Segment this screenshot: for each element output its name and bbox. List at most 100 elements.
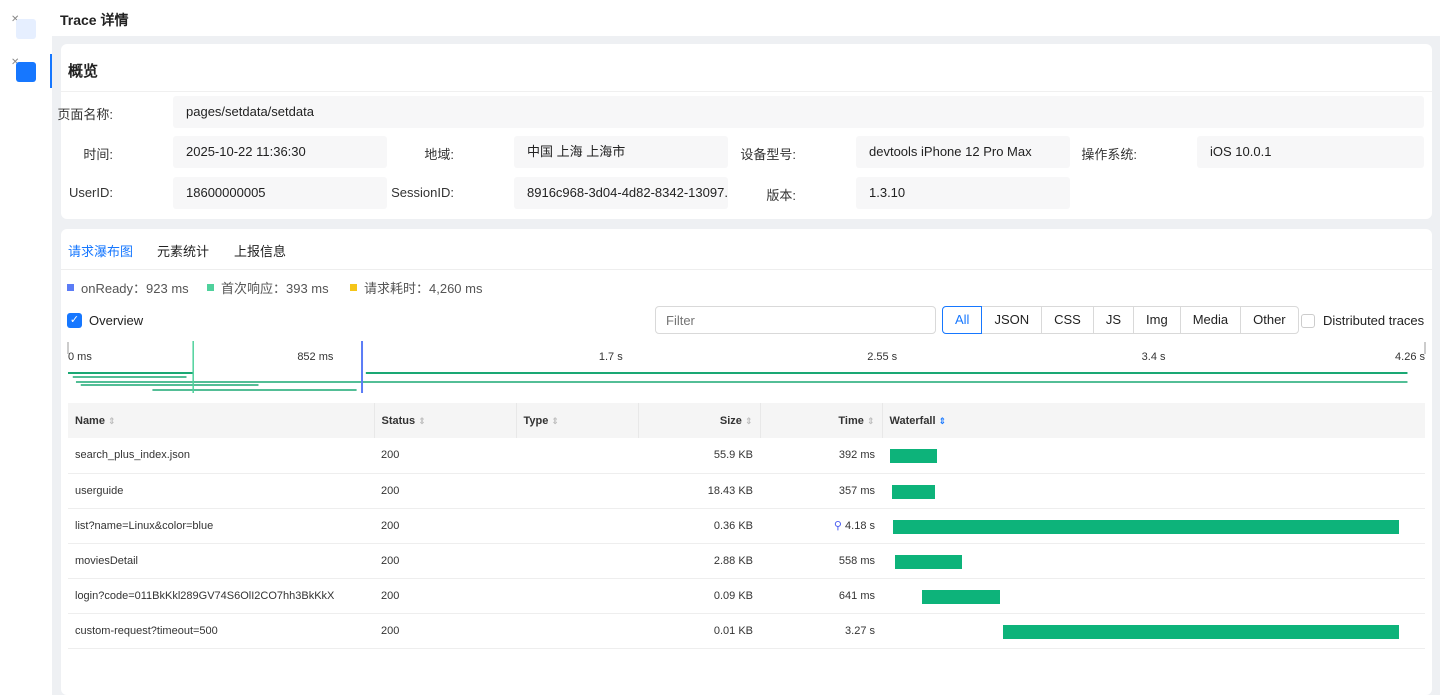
request-status: 200 <box>374 508 516 544</box>
dashboard-icon[interactable] <box>16 19 36 39</box>
request-name[interactable]: search_plus_index.json <box>68 438 374 474</box>
field-label: 操作系统: <box>1081 147 1137 162</box>
distributed-traces-checkbox[interactable]: Distributed traces <box>1301 313 1424 328</box>
request-size: 2.88 KB <box>638 543 760 579</box>
field-value: 18600000005 <box>173 177 387 209</box>
requests-table: Name ⇕ Status ⇕ Type ⇕ Size ⇕ Time ⇕ Waterfal… <box>68 403 1425 649</box>
request-type <box>516 508 638 544</box>
active-indicator <box>50 54 52 88</box>
sort-icon: ⇕ <box>108 415 116 426</box>
request-size: 0.01 KB <box>638 613 760 649</box>
column-type[interactable]: Type ⇕ <box>516 403 639 438</box>
field-label: 地域: <box>424 147 454 162</box>
field-value: iOS 10.0.1 <box>1197 136 1424 168</box>
tab-waterfall[interactable]: 请求瀑布图 <box>68 244 134 259</box>
field-label: SessionID: <box>391 185 454 200</box>
request-type <box>516 473 638 509</box>
waterfall-card: 请求瀑布图 元素统计 上报信息 onReady：923 ms 首次响应：393 … <box>61 229 1432 695</box>
request-time: 4.18 s <box>845 520 875 532</box>
table-row[interactable]: custom-request?timeout=500 200 0.01 KB 3… <box>68 613 1425 649</box>
timeline-tick-label: 852 ms <box>297 351 334 363</box>
table-row[interactable]: userguide 200 18.43 KB 357 ms <box>68 473 1425 509</box>
filter-other[interactable]: Other <box>1240 306 1299 334</box>
column-name[interactable]: Name ⇕ <box>68 403 375 438</box>
column-waterfall[interactable]: Waterfall ⇕ <box>882 403 1425 438</box>
waterfall-bar[interactable] <box>890 449 938 463</box>
request-time: 558 ms <box>838 554 875 567</box>
table-row[interactable]: list?name=Linux&color=blue 200 0.36 KB ⚲… <box>68 508 1425 544</box>
trace-icon[interactable]: ⚲ <box>833 520 846 532</box>
request-time: 357 ms <box>838 484 875 497</box>
field-value: pages/setdata/setdata <box>173 96 1424 128</box>
waterfall-bar[interactable] <box>894 554 963 569</box>
request-name[interactable]: login?code=011BkKkl289GV74S6OlI2CO7hh3Bk… <box>68 578 374 614</box>
close-icon[interactable]: ✕ <box>11 57 20 68</box>
request-status: 200 <box>374 473 516 509</box>
request-time: 392 ms <box>838 449 875 462</box>
timeline-overview: 0 ms 852 ms 1.7 s 2.55 s 3.4 s 4.26 s <box>67 341 1426 393</box>
request-name[interactable]: userguide <box>68 473 374 509</box>
request-name[interactable]: custom-request?timeout=500 <box>68 613 374 649</box>
request-status: 200 <box>374 438 516 474</box>
field-label: 页面名称: <box>57 107 113 122</box>
table-row[interactable]: search_plus_index.json 200 55.9 KB 392 m… <box>68 438 1425 474</box>
timeline-tick-label: 2.55 s <box>867 351 897 363</box>
sort-icon: ⇕ <box>551 415 559 426</box>
field-value: 中国 上海 上海市 <box>514 136 728 168</box>
request-time: 641 ms <box>838 589 875 602</box>
waterfall-bar[interactable] <box>891 484 936 499</box>
request-status: 200 <box>374 613 516 649</box>
field-value: devtools iPhone 12 Pro Max <box>856 136 1070 168</box>
table-row[interactable]: login?code=011BkKkl289GV74S6OlI2CO7hh3Bk… <box>68 578 1425 614</box>
filter-media[interactable]: Media <box>1179 306 1242 334</box>
filter-css[interactable]: CSS <box>1041 306 1094 334</box>
sort-icon: ⇕ <box>418 415 426 426</box>
filter-all[interactable]: All <box>942 306 983 334</box>
overview-card: 概览 页面名称: pages/setdata/setdata 时间: 2025-10-… <box>57 44 1432 219</box>
request-type <box>516 438 638 474</box>
request-name[interactable]: list?name=Linux&color=blue <box>68 508 374 544</box>
overview-checkbox[interactable]: ✓ <box>67 313 82 328</box>
table-row[interactable]: moviesDetail 200 2.88 KB 558 ms <box>68 543 1425 579</box>
sort-icon: ⇕ <box>866 415 875 426</box>
filter-js[interactable]: JS <box>1092 306 1135 334</box>
sidebar: ✕ ✕ <box>0 0 52 695</box>
request-size: 0.36 KB <box>638 508 760 544</box>
field-label: UserID: <box>68 185 113 200</box>
type-filter: All JSON CSS JS Img Media Other <box>942 306 1299 334</box>
overview-label: Overview <box>89 313 144 328</box>
request-size: 0.09 KB <box>638 578 760 614</box>
field-label: 版本: <box>766 188 796 203</box>
field-value: 1.3.10 <box>856 177 1070 209</box>
legend-onready: onReady：923 ms <box>67 278 189 297</box>
page-title: Trace 详情 <box>60 12 129 28</box>
waterfall-bar[interactable] <box>922 589 1000 604</box>
tab-report[interactable]: 上报信息 <box>234 244 287 259</box>
request-type <box>516 578 638 614</box>
timeline-tick-label: 3.4 s <box>1142 351 1166 363</box>
column-size[interactable]: Size ⇕ <box>638 403 761 438</box>
close-icon[interactable]: ✕ <box>11 14 20 25</box>
request-status: 200 <box>374 578 516 614</box>
field-value: 2025-10-22 11:36:30 <box>173 136 387 168</box>
field-label: 设备型号: <box>740 147 796 162</box>
timeline-tick-label: 0 ms <box>68 351 92 363</box>
sort-icon: ⇕ <box>938 415 947 426</box>
request-size: 55.9 KB <box>638 438 760 474</box>
column-status[interactable]: Status ⇕ <box>374 403 517 438</box>
filter-json[interactable]: JSON <box>981 306 1043 334</box>
column-time[interactable]: Time ⇕ <box>760 403 883 438</box>
timeline-tick-label: 4.26 s <box>1395 351 1425 363</box>
request-status: 200 <box>374 543 516 579</box>
waterfall-bar[interactable] <box>893 519 1400 534</box>
request-type <box>516 543 638 579</box>
field-value: 8916c968-3d04-4d82-8342-13097... <box>514 177 728 209</box>
legend-request-time: 请求耗时：4,260 ms <box>350 278 482 297</box>
request-name[interactable]: moviesDetail <box>68 543 374 579</box>
tab-elements[interactable]: 元素统计 <box>157 244 210 259</box>
apps-icon[interactable] <box>16 62 36 82</box>
waterfall-bar[interactable] <box>1003 624 1400 639</box>
filter-input[interactable] <box>655 306 936 334</box>
request-time: 3.27 s <box>845 624 875 637</box>
filter-img[interactable]: Img <box>1133 306 1181 334</box>
